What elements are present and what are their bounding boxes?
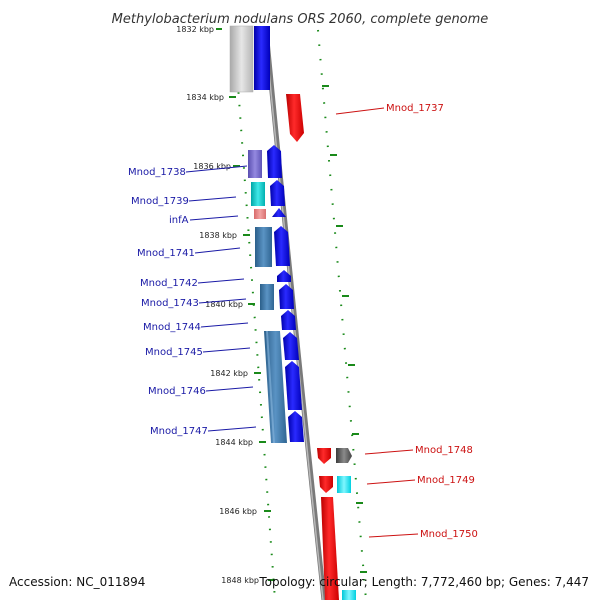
svg-text:1848 kbp: 1848 kbp	[221, 576, 259, 585]
topology-text: Topology: circular; Length: 7,772,460 bp…	[258, 575, 589, 589]
svg-text:Mnod_1737: Mnod_1737	[386, 103, 444, 114]
gene-feature-infa[interactable]	[254, 208, 286, 219]
svg-text:1834 kbp: 1834 kbp	[186, 93, 224, 102]
gene-label-mnod-1749[interactable]: Mnod_1749	[366, 475, 475, 486]
gene-feature-mnod-1746[interactable]	[285, 361, 302, 410]
gene-label-mnod-1744[interactable]: Mnod_1744	[143, 322, 249, 333]
svg-text:1842 kbp: 1842 kbp	[210, 369, 248, 378]
gene-feature-mnod-1748[interactable]	[317, 448, 352, 464]
map-title: Methylobacterium nodulans ORS 2060, comp…	[112, 12, 489, 27]
svg-text:Mnod_1748: Mnod_1748	[415, 445, 473, 456]
gene-label-mnod-1738[interactable]: Mnod_1738	[128, 165, 248, 178]
gene-feature-mnod-1742[interactable]	[277, 270, 291, 282]
svg-text:1838 kbp: 1838 kbp	[199, 231, 237, 240]
gene-feature-mnod-1738[interactable]	[248, 145, 282, 178]
gene-label-mnod-1739[interactable]: Mnod_1739	[131, 196, 237, 207]
gene-label-mnod-1748[interactable]: Mnod_1748	[364, 445, 473, 456]
svg-text:Mnod_1743: Mnod_1743	[141, 298, 199, 309]
right-gene-labels: Mnod_1737 Mnod_1748 Mnod_1749 Mnod_1750	[335, 103, 478, 540]
kbp-tick-1846: 1846 kbp	[219, 507, 271, 516]
svg-text:1840 kbp: 1840 kbp	[205, 300, 243, 309]
svg-text:infA: infA	[169, 215, 189, 226]
svg-text:Mnod_1745: Mnod_1745	[145, 347, 203, 358]
gene-label-mnod-1750[interactable]: Mnod_1750	[368, 529, 478, 540]
svg-text:1844 kbp: 1844 kbp	[215, 438, 253, 447]
svg-text:Mnod_1747: Mnod_1747	[150, 426, 208, 437]
gene-features	[229, 25, 356, 600]
gene-feature-mnod-1737[interactable]	[286, 94, 304, 142]
svg-text:Mnod_1742: Mnod_1742	[140, 278, 198, 289]
svg-text:Mnod_1744: Mnod_1744	[143, 322, 201, 333]
svg-text:Mnod_1749: Mnod_1749	[417, 475, 475, 486]
gene-label-infa[interactable]: infA	[169, 215, 239, 226]
gene-label-mnod-1745[interactable]: Mnod_1745	[145, 347, 251, 358]
gene-feature-mnod-1749[interactable]	[319, 476, 351, 493]
kbp-tick-1836: 1836 kbp	[193, 162, 240, 171]
kbp-tick-1834: 1834 kbp	[186, 93, 236, 102]
kbp-tick-1832: 1832 kbp	[176, 25, 222, 34]
gene-label-mnod-1737[interactable]: Mnod_1737	[335, 103, 444, 115]
right-track-dashes	[322, 85, 367, 573]
gene-label-mnod-1746[interactable]: Mnod_1746	[148, 386, 254, 397]
svg-text:1836 kbp: 1836 kbp	[193, 162, 231, 171]
svg-text:1832 kbp: 1832 kbp	[176, 25, 214, 34]
accession-text: Accession: NC_011894	[9, 575, 145, 589]
gene-feature-mnod-1739[interactable]	[251, 180, 285, 206]
svg-text:Mnod_1738: Mnod_1738	[128, 167, 186, 178]
left-gene-labels: Mnod_1738 Mnod_1739 infA Mnod_1741 Mnod_…	[128, 165, 257, 437]
kbp-tick-1848: 1848 kbp	[221, 576, 275, 585]
kbp-tick-1844: 1844 kbp	[215, 438, 266, 447]
gene-label-mnod-1747[interactable]: Mnod_1747	[150, 426, 257, 437]
gene-label-mnod-1741[interactable]: Mnod_1741	[137, 247, 241, 259]
gene-feature-mnod-1750[interactable]	[321, 497, 356, 600]
gene-feature-mnod-1741[interactable]	[255, 226, 290, 267]
gene-label-mnod-1743[interactable]: Mnod_1743	[141, 298, 247, 309]
svg-text:1846 kbp: 1846 kbp	[219, 507, 257, 516]
svg-text:Mnod_1741: Mnod_1741	[137, 248, 195, 259]
svg-text:Mnod_1750: Mnod_1750	[420, 529, 478, 540]
gene-feature-top[interactable]	[229, 25, 270, 93]
gene-feature-mnod-1745[interactable]	[283, 332, 299, 360]
left-tick-track	[233, 29, 276, 600]
kbp-tick-1838: 1838 kbp	[199, 231, 250, 240]
gene-feature-cog-block[interactable]	[264, 331, 287, 443]
kbp-tick-1842: 1842 kbp	[210, 369, 261, 378]
gene-label-mnod-1742[interactable]: Mnod_1742	[140, 278, 245, 289]
kbp-ticks: 1832 kbp 1834 kbp 1836 kbp 1838 kbp 1840…	[176, 25, 275, 585]
gene-feature-mnod-1744[interactable]	[281, 310, 296, 330]
svg-text:Mnod_1739: Mnod_1739	[131, 196, 189, 207]
gene-feature-mnod-1747[interactable]	[288, 411, 304, 442]
svg-text:Mnod_1746: Mnod_1746	[148, 386, 206, 397]
kbp-tick-1840: 1840 kbp	[205, 300, 255, 309]
gene-feature-mnod-1743[interactable]	[260, 284, 294, 310]
